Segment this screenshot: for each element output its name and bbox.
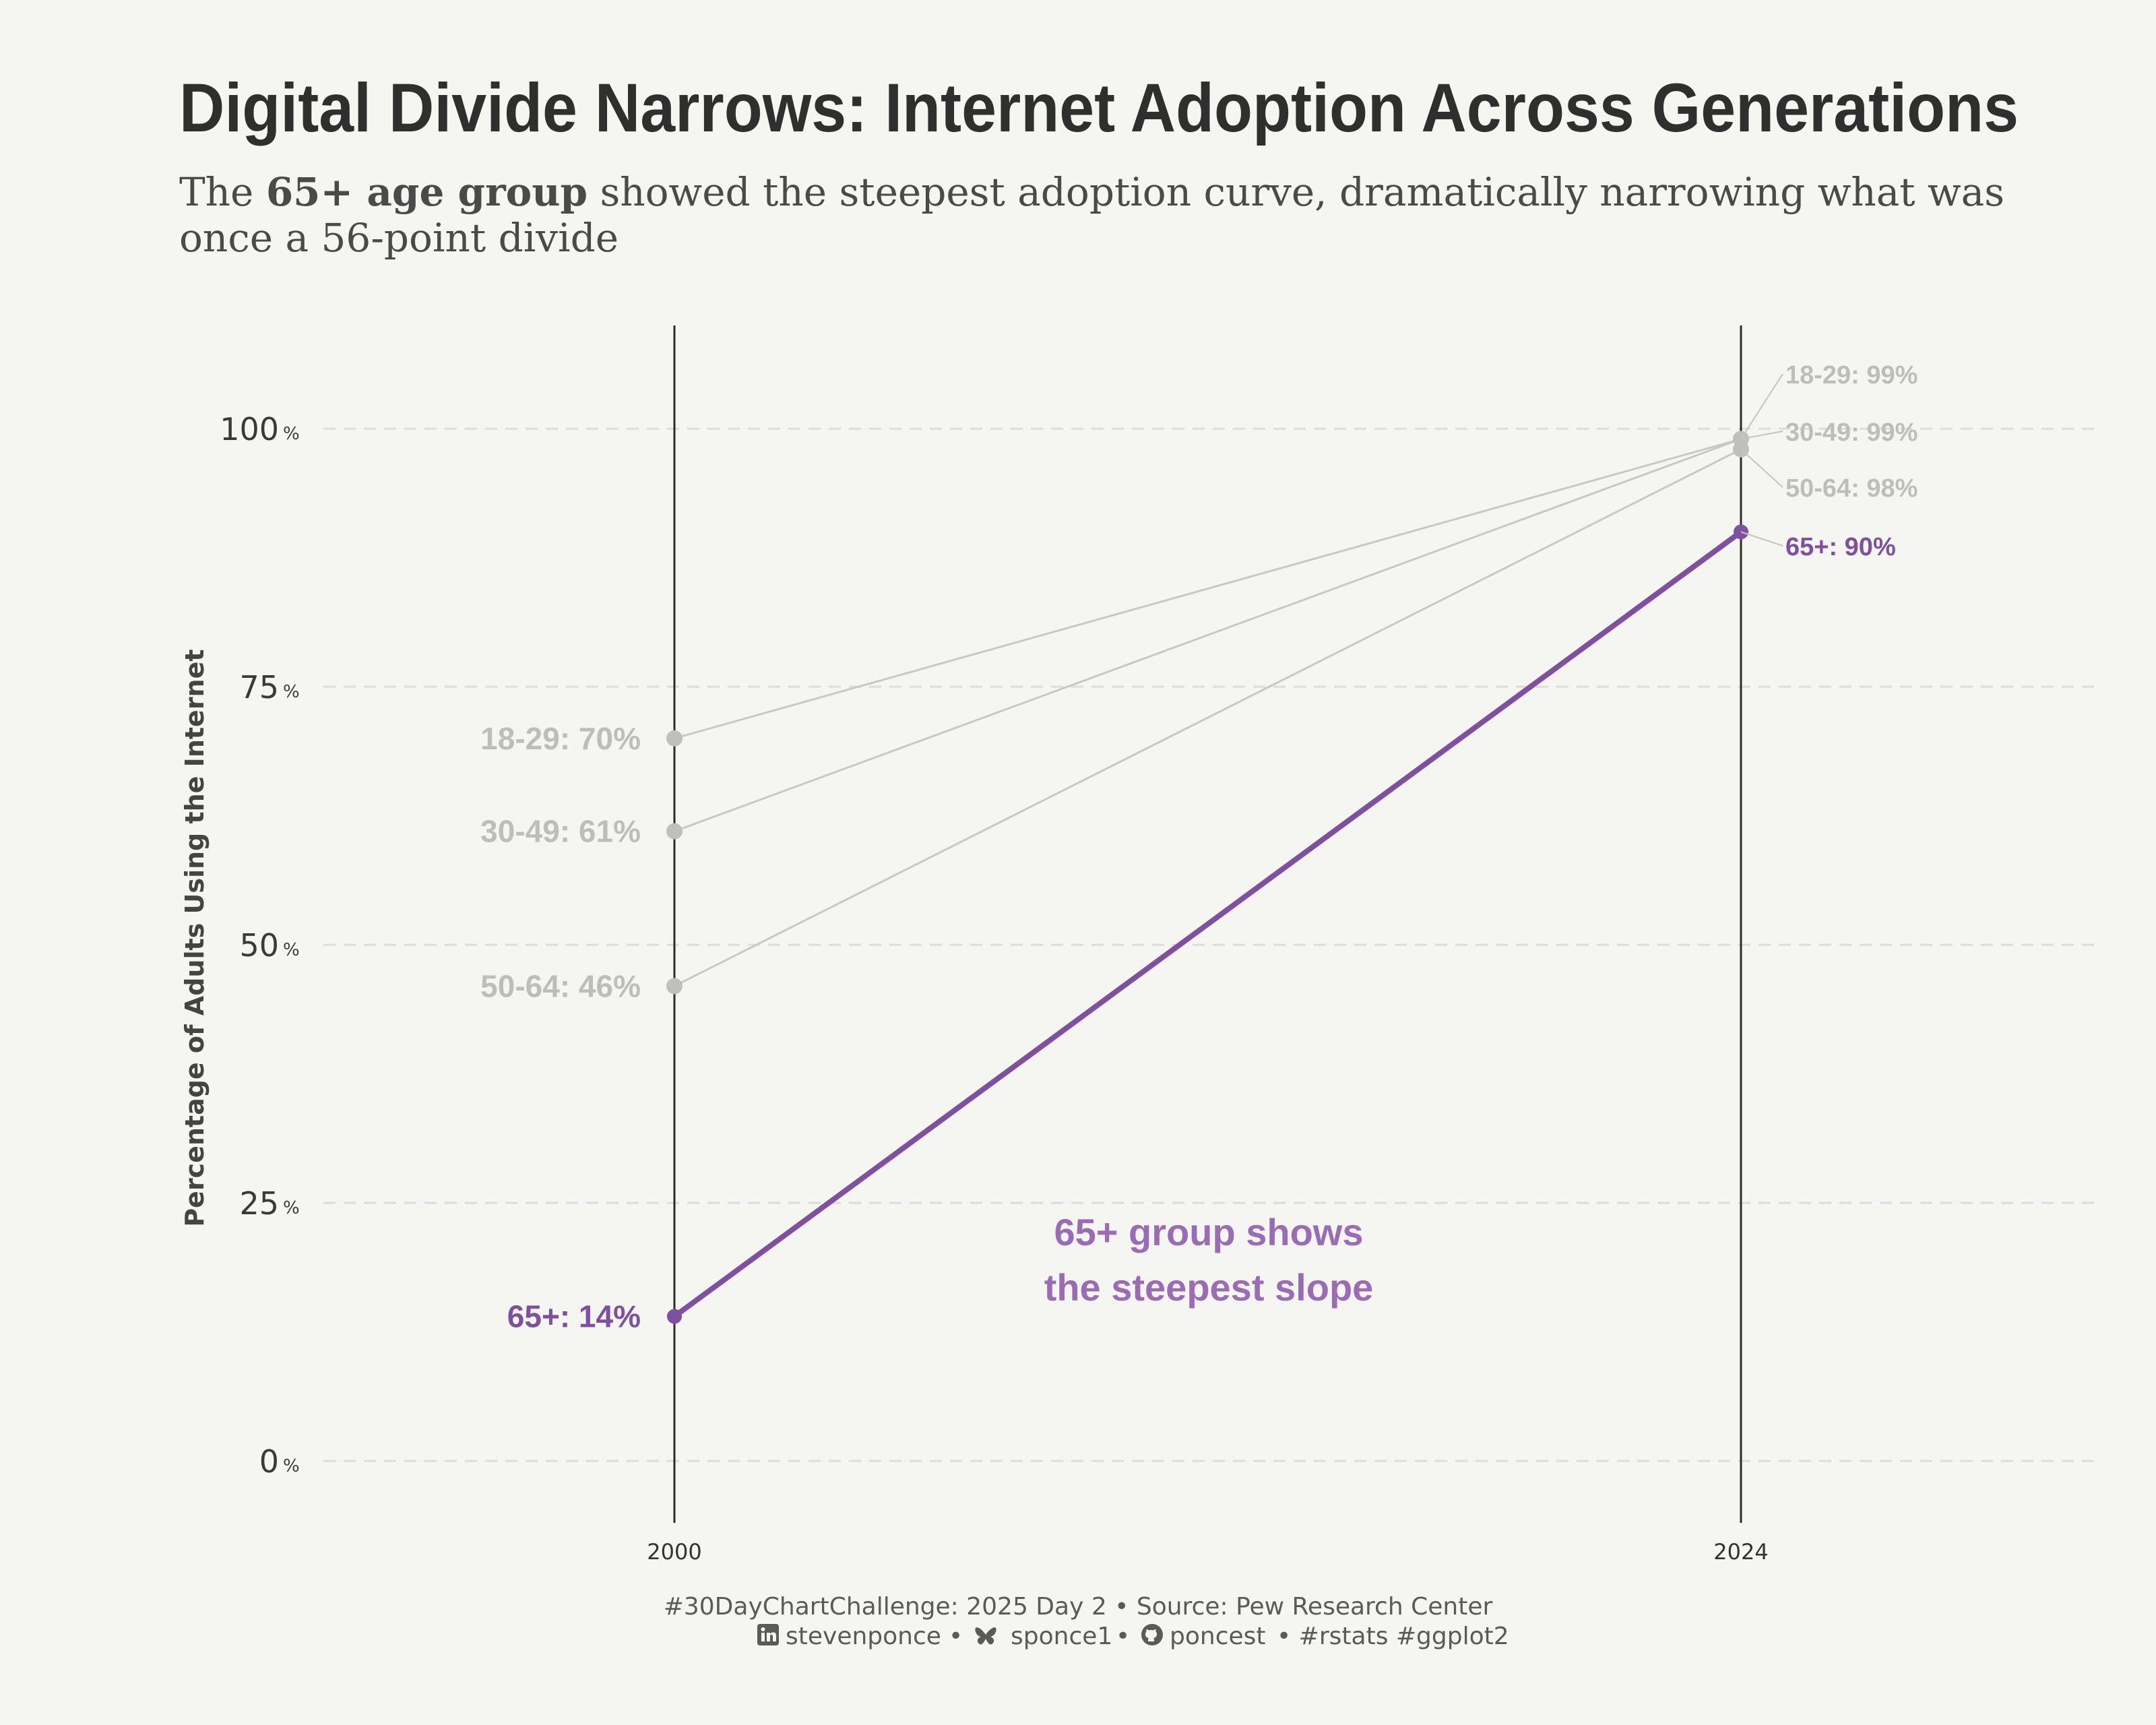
- y-tick-suffix: %: [283, 940, 300, 960]
- chart-subtitle-line1: The 65+ age group showed the steepest ad…: [179, 169, 2004, 215]
- series-line: [673, 438, 1742, 740]
- series-line: [673, 438, 1742, 833]
- x-axis-ticks: 2000 2024: [647, 1539, 1768, 1565]
- subtitle-rest: showed the steepest adoption curve, dram…: [588, 169, 2004, 215]
- label-2000: 65+: 14%: [507, 1299, 641, 1334]
- series-lines: [672, 438, 1744, 1319]
- linkedin-icon: [757, 1624, 779, 1645]
- x-tick-label: 2024: [1713, 1539, 1768, 1565]
- label-connector: [1740, 531, 1783, 546]
- label-2024: 18-29: 99%: [1785, 361, 1917, 389]
- x-tick-label: 2000: [647, 1539, 701, 1565]
- label-2000: 18-29: 70%: [480, 721, 641, 756]
- label-2000: 30-49: 61%: [480, 814, 641, 849]
- y-axis-label: Percentage of Adults Using the Internet: [180, 649, 210, 1226]
- series-points: [666, 431, 1749, 1324]
- subtitle-bold: 65+ age group: [266, 169, 588, 215]
- label-2024: 30-49: 99%: [1785, 418, 1917, 447]
- caption-sep1: •: [949, 1623, 963, 1650]
- series-line: [673, 448, 1742, 987]
- bluesky-handle: sponce1: [1011, 1623, 1112, 1650]
- caption-line2: stevenponce • sponce1 • poncest • #rstat…: [757, 1623, 1509, 1650]
- annotation-line1: 65+ group shows: [1054, 1211, 1364, 1253]
- series-line: [672, 529, 1744, 1319]
- caption-line1: #30DayChartChallenge: 2025 Day 2 • Sourc…: [664, 1593, 1493, 1621]
- grid-lines: [323, 427, 2095, 1462]
- y-tick-label: 0: [259, 1443, 279, 1480]
- label-2024: 65+: 90%: [1785, 533, 1896, 561]
- y-tick-suffix: %: [283, 1456, 300, 1476]
- github-handle: poncest: [1170, 1623, 1266, 1650]
- label-connector: [1740, 373, 1783, 440]
- series-labels: 18-29: 70% 30-49: 61% 50-64: 46% 65+: 14% 18…: [480, 361, 1917, 1334]
- y-axis-ticks: 0 %25 %50 %75 %100%: [220, 411, 300, 1480]
- y-tick-label: 25: [239, 1185, 279, 1222]
- bluesky-icon: [975, 1627, 996, 1645]
- series-point: [667, 1309, 682, 1324]
- subtitle-prefix: The: [179, 169, 266, 215]
- annotation-line2: the steepest slope: [1044, 1266, 1374, 1309]
- linkedin-handle: stevenponce: [786, 1623, 941, 1650]
- label-connector: [1740, 431, 1783, 440]
- label-connector: [1740, 449, 1783, 488]
- y-tick-label: 100: [220, 411, 279, 447]
- y-tick-suffix: %: [283, 424, 300, 444]
- chart-subtitle-line2: once a 56-point divide: [179, 215, 619, 261]
- label-2024: 50-64: 98%: [1785, 474, 1917, 503]
- y-tick-suffix: %: [283, 1198, 300, 1218]
- chart-title: Digital Divide Narrows: Internet Adoptio…: [179, 69, 2019, 146]
- y-tick-label: 75: [239, 669, 279, 705]
- caption-sep2: •: [1116, 1623, 1130, 1650]
- series-point: [666, 730, 683, 747]
- caption-tags: • #rstats #ggplot2: [1277, 1623, 1509, 1650]
- series-point: [666, 823, 683, 840]
- series-point: [666, 978, 683, 995]
- github-icon: [1141, 1624, 1163, 1645]
- y-tick-suffix: %: [283, 682, 300, 702]
- y-tick-label: 50: [239, 927, 279, 964]
- label-2000: 50-64: 46%: [480, 968, 641, 1003]
